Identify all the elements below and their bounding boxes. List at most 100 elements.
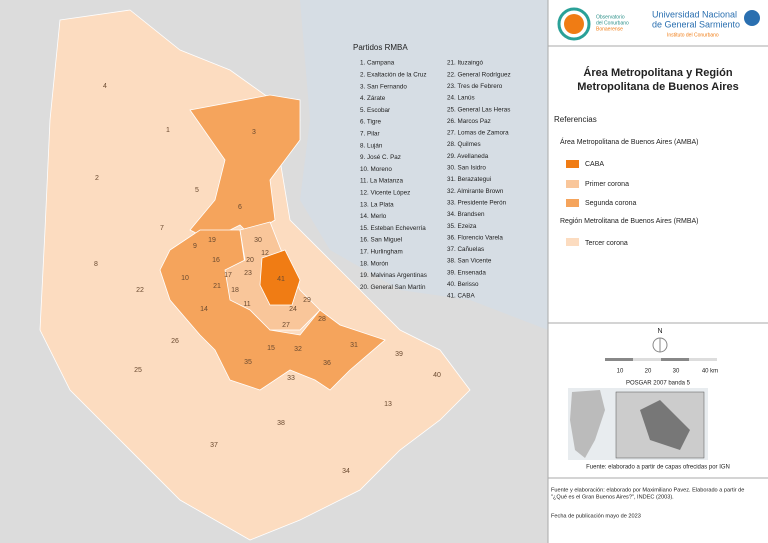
partido: 29. Avellaneda [447,153,489,160]
map-label: 30 [254,237,262,244]
inset-argentina [570,390,605,458]
map-label: 16 [212,257,220,264]
map-label: 28 [318,316,326,323]
partido: 35. Ezeiza [447,223,477,230]
inset-source: Fuente: elaborado a partir de capas ofre… [586,465,730,471]
partido: 16. San Miguel [360,237,402,244]
swatch [566,199,579,207]
partido: 18. Morón [360,260,389,267]
map-label: 39 [395,351,403,358]
map-label: 24 [289,306,297,313]
map-label: 3 [252,129,256,136]
partido: 15. Esteban Echeverría [360,225,426,232]
partido: 13. La Plata [360,201,394,208]
partido: 1. Campana [360,60,395,67]
scale-labels: 10 20 30 40 km [617,369,719,375]
partido: 19. Malvinas Argentinas [360,272,427,279]
scale-label: 40 km [702,369,718,375]
map-label: 40 [433,372,441,379]
river [300,0,548,330]
partido: 41. CABA [447,293,475,300]
map-label: 21 [213,283,221,290]
map-label: 26 [171,338,179,345]
scale-bar [633,358,661,361]
partido: 26. Marcos Paz [447,118,491,125]
partido: 39. Ensenada [447,269,486,276]
partidos-title: Partidos RMBA [353,43,408,52]
map-label: 29 [303,297,311,304]
title: Área Metropolitana y Región [583,66,732,79]
partido: 10. Moreno [360,166,392,173]
partido: 3. San Fernando [360,83,407,90]
partido: 7. Pilar [360,130,380,137]
map-label: 31 [350,342,358,349]
legend-item: Tercer corona [585,240,628,247]
partido: 2. Exaltación de la Cruz [360,71,427,78]
map-label: 7 [160,225,164,232]
map-label: 4 [103,83,107,90]
partido: 40. Berisso [447,281,479,288]
map-label: 15 [267,345,275,352]
partido: 12. Vicente López [360,189,410,196]
partido: 6. Tigre [360,119,381,126]
observatorio: Bonaerense [596,26,623,32]
map-label: 38 [277,420,285,427]
university: de General Sarmiento [652,19,740,29]
legend-group: Área Metropolitana de Buenos Aires (AMBA… [560,137,699,146]
partido: 21. Ituzaingó [447,60,484,67]
partido: 34. Brandsen [447,211,485,218]
observatorio: del Conurbano [596,20,629,26]
map-label: 23 [244,270,252,277]
map-label: 32 [294,346,302,353]
partido: 14. Merlo [360,213,387,220]
scale-label: 10 [617,369,624,375]
map-label: 11 [243,301,250,308]
footer: "¿Qué es el Gran Buenos Aires?", INDEC (… [551,494,674,500]
map-label: 6 [238,204,242,211]
north: N [657,328,662,335]
map-label: 33 [287,375,295,382]
map-label: 19 [208,237,216,244]
map-label: 14 [200,306,208,313]
footer: Fuente y elaboración: elaborado por Maxi… [551,487,744,493]
partido: 30. San Isidro [447,165,486,172]
map-label: 2 [95,175,99,182]
caba [259,249,301,306]
map-label: 5 [195,187,199,194]
partido: 38. San Vicente [447,258,492,265]
partido: 23. Tres de Febrero [447,83,503,90]
partido: 27. Lomas de Zamora [447,130,509,137]
scale-label: 20 [645,369,652,375]
partido: 37. Cañuelas [447,246,484,253]
legend-heading: Referencias [554,115,597,124]
swatch [566,238,579,246]
logo [564,14,584,34]
map-label: 35 [244,359,252,366]
logo-ring [557,7,591,41]
partido: 4. Zárate [360,95,386,102]
map-label: 9 [193,243,197,250]
map-label: 36 [323,360,331,367]
partido: 22. General Rodríguez [447,71,511,78]
partido: 9. José C. Paz [360,154,401,161]
partidos-list: 1. Campana 2. Exaltación de la Cruz 3. San… [360,60,511,300]
partido: 36. Florencio Varela [447,234,503,241]
scale-bar [605,358,633,361]
partido: 17. Hurlingham [360,248,403,255]
partido: 33. Presidente Perón [447,199,507,206]
institute: Instituto del Conurbano [667,32,719,38]
partido: 25. General Las Heras [447,106,510,113]
map-label: 17 [224,272,232,279]
swatch [566,180,579,188]
map-label: 8 [94,261,98,268]
legend-item: CABA [585,161,604,168]
inset-region [640,400,690,450]
legend-group: Región Metrolitana de Buenos Aires (RMBA… [560,218,699,225]
partido: 11. La Matanza [360,178,403,185]
partido: 31. Berazategui [447,176,491,183]
unGS-logo [744,10,760,26]
map-label: 27 [282,322,290,329]
partido: 5. Escobar [360,107,390,114]
map-label: 34 [342,468,350,475]
